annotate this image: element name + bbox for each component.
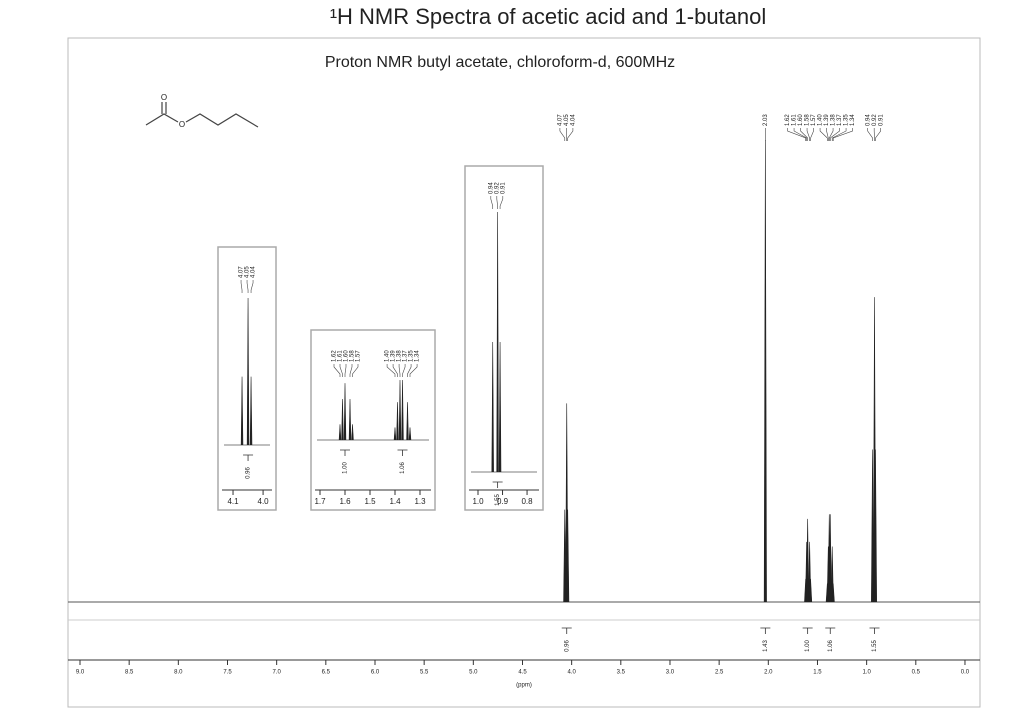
x-tick-label: 8.5 [125, 670, 134, 676]
x-tick-label: 4.0 [258, 497, 270, 506]
x-tick-label: 1.4 [389, 497, 401, 506]
x-tick-label: 9.0 [76, 670, 85, 676]
chart-title: ¹H NMR Spectra of acetic acid and 1-buta… [330, 4, 767, 29]
leader-line [811, 128, 814, 141]
x-tick-label: 4.5 [518, 670, 527, 676]
peak-label: 1.39 [824, 114, 830, 126]
peak-label: 1.40 [818, 114, 824, 126]
x-tick-label: 4.1 [227, 497, 239, 506]
x-tick-label: 0.8 [521, 497, 533, 506]
x-tick-label: 3.0 [666, 670, 675, 676]
x-axis-label: (ppm) [516, 683, 532, 689]
integral-label: 1.06 [828, 640, 834, 652]
atom-label: O [161, 93, 167, 102]
integral [803, 628, 813, 634]
peak-label: 1.62 [785, 114, 791, 126]
peak-label: 1.34 [415, 350, 421, 362]
integral [562, 628, 572, 634]
leader-line [875, 128, 880, 141]
peak-label: 2.03 [763, 114, 769, 126]
x-tick-label: 6.5 [322, 670, 331, 676]
leader-line [788, 128, 806, 141]
x-tick-label: 1.5 [813, 670, 822, 676]
x-tick-label: 8.0 [174, 670, 183, 676]
peak [764, 140, 766, 602]
x-tick-label: 3.5 [617, 670, 626, 676]
x-tick-label: 0.0 [961, 670, 970, 676]
x-tick-label: 0.5 [912, 670, 921, 676]
integral-label: 1.55 [495, 494, 501, 506]
x-tick-label: 1.5 [364, 497, 376, 506]
peak-label: 1.38 [831, 114, 837, 126]
peak-label: 1.57 [356, 350, 362, 362]
peak-label: 0.91 [878, 114, 884, 126]
peak-label: 4.07 [557, 114, 563, 126]
x-tick-label: 1.6 [339, 497, 351, 506]
x-tick-label: 1.7 [314, 497, 326, 506]
integral-label: 1.43 [763, 640, 769, 652]
integral-label: 1.00 [343, 462, 349, 474]
leader-line [830, 128, 839, 141]
x-tick-label: 5.0 [469, 670, 478, 676]
peak-label: 1.58 [805, 114, 811, 126]
integral [825, 628, 835, 634]
peak-label: 4.04 [570, 114, 576, 126]
peak-label: 0.92 [872, 114, 878, 126]
chart-subtitle: Proton NMR butyl acetate, chloroform-d, … [325, 54, 675, 71]
x-tick-label: 5.5 [420, 670, 429, 676]
peak-label: 1.57 [811, 114, 817, 126]
integral-label: 0.96 [564, 640, 570, 652]
bond [186, 114, 258, 127]
integral-label: 0.96 [246, 467, 252, 479]
x-tick-label: 7.5 [223, 670, 232, 676]
leader-line [820, 128, 827, 141]
structure [146, 102, 258, 127]
x-tick-label: 1.3 [414, 497, 426, 506]
peak-label: 1.37 [837, 114, 843, 126]
x-tick-label: 1.0 [862, 670, 871, 676]
leader-line [833, 128, 852, 141]
peak-label: 1.34 [850, 114, 856, 126]
atom-label: O [179, 120, 185, 129]
leader-line [560, 128, 565, 141]
bond [146, 114, 178, 125]
peak-label: 0.91 [500, 182, 506, 194]
peak-label: 1.60 [798, 114, 804, 126]
x-tick-label: 2.0 [764, 670, 773, 676]
x-tick-label: 7.0 [272, 670, 281, 676]
peak-label: 1.61 [792, 114, 798, 126]
x-tick-label: 2.5 [715, 670, 724, 676]
x-tick-label: 4.0 [567, 670, 576, 676]
leader-line [832, 128, 846, 141]
peak-label: 1.35 [844, 114, 850, 126]
peak-label: 0.94 [865, 114, 871, 126]
integral-label: 1.06 [400, 462, 406, 474]
integral-label: 1.55 [872, 640, 878, 652]
x-tick-label: 1.0 [472, 497, 484, 506]
x-tick-label: 6.0 [371, 670, 380, 676]
peak-label: 4.05 [564, 114, 570, 126]
leader-line [568, 128, 573, 141]
integral-label: 1.00 [805, 640, 811, 652]
integral [760, 628, 770, 634]
integral [870, 628, 880, 634]
inset-frame [465, 166, 543, 510]
leader-line [868, 128, 873, 141]
peak-label: 4.04 [251, 266, 257, 278]
